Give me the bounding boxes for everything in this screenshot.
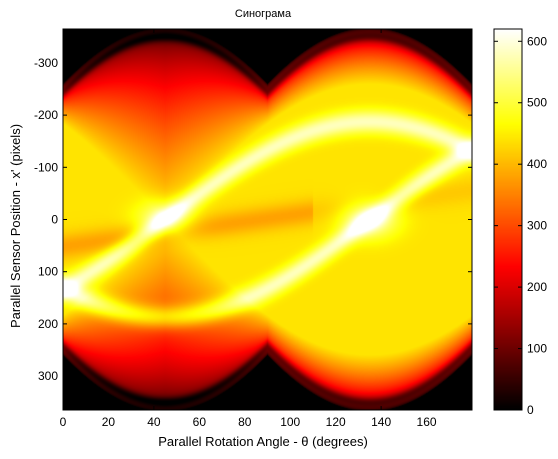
x-tick-label: 100 xyxy=(280,415,300,429)
colorbar: 0 100 200 300 400 500 600 xyxy=(493,28,547,417)
x-tick-label: 140 xyxy=(371,415,391,429)
x-axis-label: Parallel Rotation Angle - θ (degrees) xyxy=(158,434,368,449)
x-tick-label: 80 xyxy=(238,415,252,429)
x-axis: 0 20 40 60 80 100 120 140 160 xyxy=(60,29,437,429)
chart-title: Синограма xyxy=(235,8,292,20)
y-tick-label: 100 xyxy=(38,265,58,279)
x-tick-label: 60 xyxy=(193,415,207,429)
y-tick-label: 300 xyxy=(38,369,58,383)
colorbar-tick-label: 200 xyxy=(527,280,547,294)
x-tick-label: 120 xyxy=(326,415,346,429)
y-tick-label: -300 xyxy=(34,56,58,70)
x-tick-label: 20 xyxy=(102,415,116,429)
colorbar-tick-label: 400 xyxy=(527,157,547,171)
colorbar-tick-label: 300 xyxy=(527,219,547,233)
colorbar-tick-label: 100 xyxy=(527,342,547,356)
colorbar-tick-label: 600 xyxy=(527,34,547,48)
x-tick-label: 160 xyxy=(417,415,437,429)
y-axis-label: Parallel Sensor Position - x' (pixels) xyxy=(8,124,23,328)
y-tick-label: -200 xyxy=(34,108,58,122)
colorbar-gradient xyxy=(494,29,522,410)
y-axis: -300 -200 -100 0 100 200 300 xyxy=(34,56,472,383)
colorbar-tick-label: 500 xyxy=(527,96,547,110)
y-tick-label: -100 xyxy=(34,160,58,174)
heatmap-image xyxy=(63,29,472,410)
colorbar-tick-label: 0 xyxy=(527,403,534,417)
colorbar-frame xyxy=(493,28,523,411)
x-tick-label: 0 xyxy=(60,415,67,429)
colorbar-ticks: 0 100 200 300 400 500 600 xyxy=(494,34,547,417)
plot-area xyxy=(62,28,473,411)
y-tick-label: 0 xyxy=(51,213,58,227)
x-tick-label: 40 xyxy=(147,415,161,429)
y-tick-label: 200 xyxy=(38,317,58,331)
